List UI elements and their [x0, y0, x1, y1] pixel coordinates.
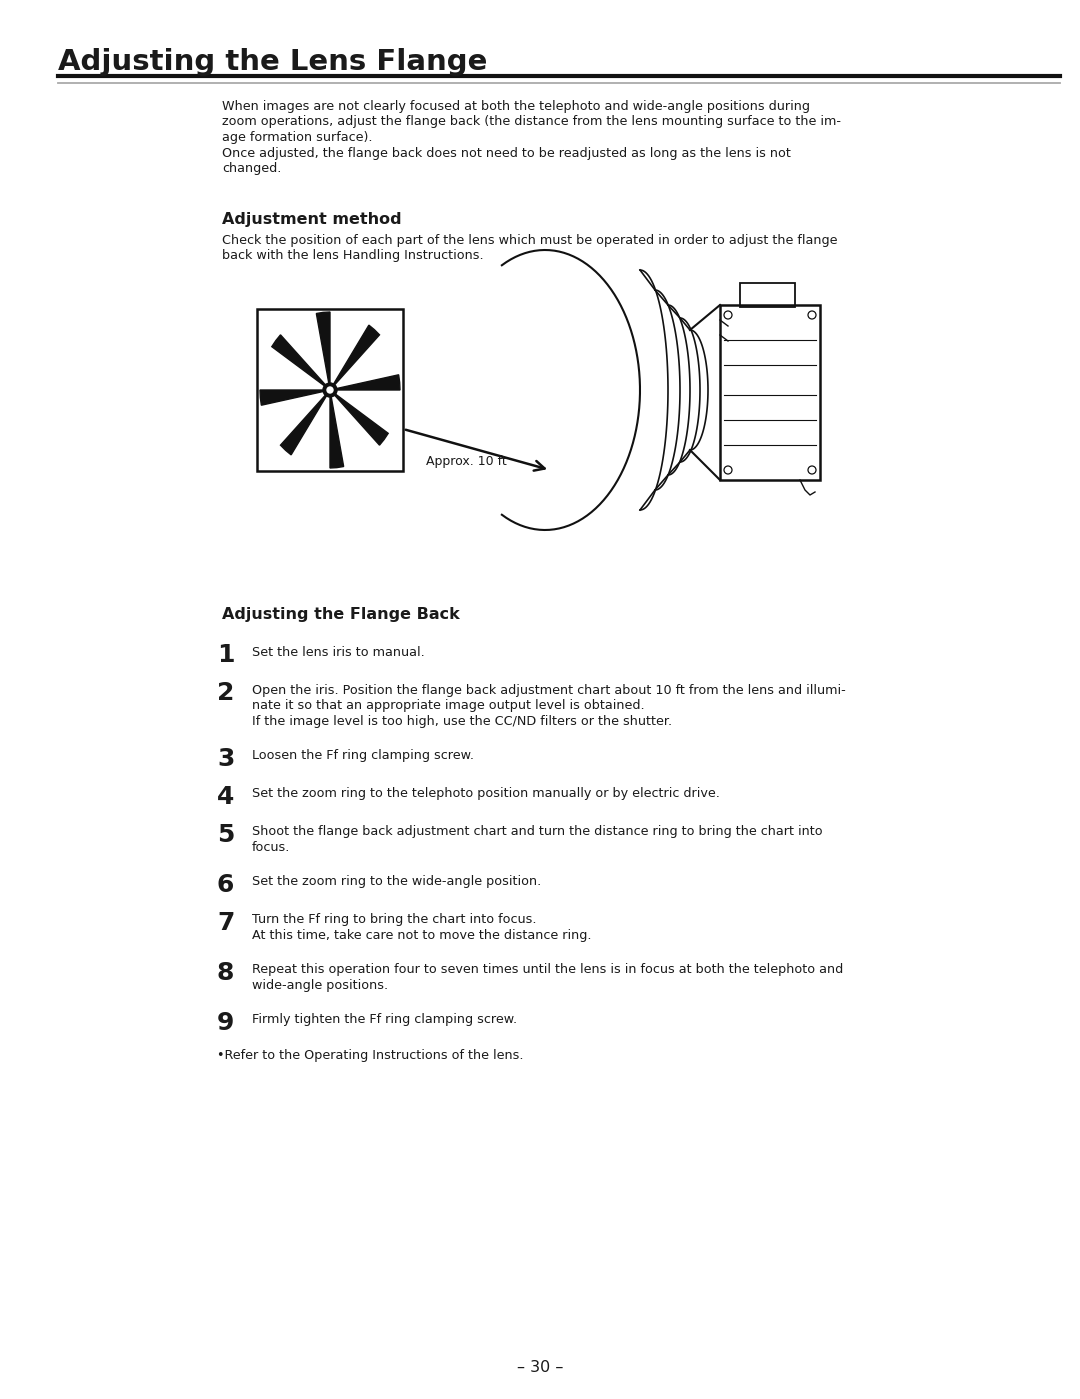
Text: 4: 4	[217, 785, 234, 809]
Polygon shape	[330, 390, 388, 445]
Text: 6: 6	[217, 873, 234, 897]
Bar	[740, 283, 795, 306]
Text: Set the zoom ring to the wide-angle position.: Set the zoom ring to the wide-angle posi…	[252, 876, 541, 888]
Circle shape	[323, 383, 337, 397]
Bar	[720, 305, 820, 480]
Text: Set the zoom ring to the telephoto position manually or by electric drive.: Set the zoom ring to the telephoto posit…	[252, 788, 720, 800]
Text: Adjusting the Lens Flange: Adjusting the Lens Flange	[58, 48, 487, 76]
Text: Adjustment method: Adjustment method	[222, 213, 402, 227]
Polygon shape	[281, 390, 330, 455]
Text: 9: 9	[217, 1010, 234, 1034]
Text: Once adjusted, the flange back does not need to be readjusted as long as the len: Once adjusted, the flange back does not …	[222, 147, 791, 159]
Polygon shape	[330, 390, 343, 469]
Bar	[257, 309, 403, 471]
Text: If the image level is too high, use the CC/ND filters or the shutter.: If the image level is too high, use the …	[252, 715, 672, 727]
Text: Firmly tighten the Ff ring clamping screw.: Firmly tighten the Ff ring clamping scre…	[252, 1013, 517, 1027]
Polygon shape	[316, 312, 330, 390]
Text: nate it so that an appropriate image output level is obtained.: nate it so that an appropriate image out…	[252, 700, 645, 712]
Text: Approx. 10 ft: Approx. 10 ft	[427, 455, 507, 467]
Text: •Refer to the Operating Instructions of the lens.: •Refer to the Operating Instructions of …	[217, 1048, 524, 1062]
Text: 8: 8	[217, 961, 234, 985]
Polygon shape	[260, 390, 330, 406]
Text: At this time, take care not to move the distance ring.: At this time, take care not to move the …	[252, 929, 592, 942]
Polygon shape	[330, 375, 400, 390]
Text: Set the lens iris to manual.: Set the lens iris to manual.	[252, 646, 424, 659]
Text: 1: 1	[217, 644, 234, 667]
Text: – 30 –: – 30 –	[517, 1360, 563, 1375]
Text: Adjusting the Flange Back: Adjusting the Flange Back	[222, 607, 460, 623]
Circle shape	[327, 388, 333, 393]
Text: 2: 2	[217, 681, 234, 705]
Polygon shape	[330, 325, 379, 390]
Text: 3: 3	[217, 747, 234, 771]
Text: age formation surface).: age formation surface).	[222, 132, 373, 144]
Text: Check the position of each part of the lens which must be operated in order to a: Check the position of each part of the l…	[222, 234, 837, 248]
Text: When images are not clearly focused at both the telephoto and wide-angle positio: When images are not clearly focused at b…	[222, 99, 810, 113]
Polygon shape	[272, 334, 330, 390]
Text: changed.: changed.	[222, 162, 282, 175]
Text: Open the iris. Position the flange back adjustment chart about 10 ft from the le: Open the iris. Position the flange back …	[252, 684, 846, 697]
Text: back with the lens Handling Instructions.: back with the lens Handling Instructions…	[222, 249, 484, 263]
Text: Shoot the flange back adjustment chart and turn the distance ring to bring the c: Shoot the flange back adjustment chart a…	[252, 825, 823, 838]
Text: wide-angle positions.: wide-angle positions.	[252, 979, 388, 992]
Text: Repeat this operation four to seven times until the lens is in focus at both the: Repeat this operation four to seven time…	[252, 964, 843, 977]
Text: focus.: focus.	[252, 841, 291, 853]
Text: Turn the Ff ring to bring the chart into focus.: Turn the Ff ring to bring the chart into…	[252, 914, 537, 926]
Text: Loosen the Ff ring clamping screw.: Loosen the Ff ring clamping screw.	[252, 750, 474, 762]
Text: 5: 5	[217, 823, 234, 846]
Text: 7: 7	[217, 911, 234, 935]
Text: zoom operations, adjust the flange back (the distance from the lens mounting sur: zoom operations, adjust the flange back …	[222, 116, 841, 129]
